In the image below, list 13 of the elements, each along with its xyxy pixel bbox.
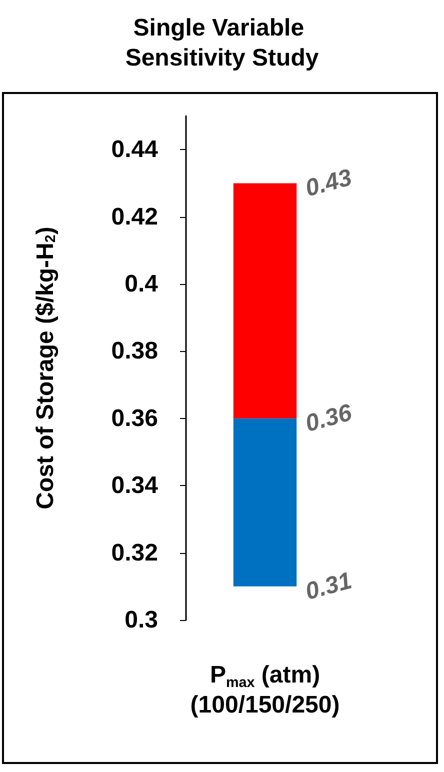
y-tick-label: 0.4 [124, 270, 159, 298]
annotation: 0.43 [302, 164, 356, 202]
y-tick-label: 0.38 [111, 338, 158, 365]
y-axis-title: Cost of Storage ($/kg-H2) [32, 226, 60, 510]
y-tick-label: 0.44 [111, 136, 159, 164]
annotation: 0.36 [302, 399, 356, 438]
y-tick-label: 0.3 [124, 606, 158, 634]
y-tick-label: 0.42 [111, 203, 158, 230]
y-tick-label: 0.36 [111, 404, 158, 432]
y-tick-label: 0.32 [111, 539, 158, 566]
y-tick-label: 0.34 [111, 472, 159, 500]
annotation: 0.31 [302, 567, 355, 606]
chart-title: Single Variable Sensitivity Study [125, 14, 320, 72]
